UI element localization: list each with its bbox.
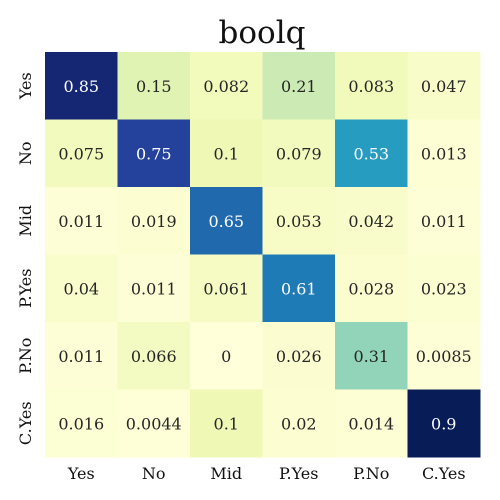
heatmap-cell — [117, 322, 191, 390]
heatmap-cell — [407, 389, 481, 458]
heatmap-cell — [45, 254, 118, 323]
heatmap-cell — [117, 254, 191, 323]
heatmap-cell — [45, 389, 118, 458]
heatmap-cell — [262, 187, 336, 255]
y-tick-label: Yes — [16, 72, 35, 100]
cell-value-label: 0.014 — [348, 414, 394, 433]
cell-value-label: 0.061 — [203, 279, 249, 298]
cell-value-label: 0.083 — [348, 77, 394, 96]
cell-value-label: 0.066 — [131, 347, 177, 366]
y-tick-label: Mid — [16, 205, 35, 237]
heatmap-cell — [190, 187, 263, 255]
heatmap-cell — [407, 119, 481, 188]
cell-value-label: 0.75 — [136, 144, 172, 163]
heatmap-cell — [407, 254, 481, 323]
y-axis-ticks: Yes No Mid P.Yes P.No C.Yes — [16, 72, 35, 445]
cell-value-label: 0.023 — [421, 279, 467, 298]
y-tick-label: P.No — [16, 338, 35, 374]
chart-title: boolq — [219, 15, 306, 51]
cell-value-label: 0.079 — [276, 144, 322, 163]
heatmap-cell — [335, 254, 408, 323]
cell-value-label: 0.011 — [131, 279, 177, 298]
x-tick-label: Yes — [67, 464, 95, 483]
x-tick-label: Mid — [210, 464, 242, 483]
cell-value-label: 0.019 — [131, 212, 177, 231]
heatmap-cell — [45, 119, 118, 188]
x-tick-label: P.Yes — [279, 464, 318, 483]
cell-value-label: 0 — [221, 347, 231, 366]
heatmap-cell — [190, 322, 263, 390]
heatmap-cell — [335, 119, 408, 188]
heatmap-cells: 0.85 0.15 0.082 0.21 0.083 0.047 0.075 0.75 0.1 0… — [45, 52, 481, 458]
cell-value-label: 0.026 — [276, 347, 322, 366]
cell-value-label: 0.61 — [281, 279, 317, 298]
cell-value-label: 0.011 — [58, 212, 104, 231]
cell-value-label: 0.15 — [136, 77, 172, 96]
cell-value-label: 0.02 — [281, 414, 317, 433]
y-tick-label: P.Yes — [16, 269, 35, 308]
cell-value-label: 0.042 — [348, 212, 394, 231]
heatmap-cell — [190, 52, 263, 120]
y-tick-label: C.Yes — [16, 401, 35, 445]
x-tick-label: P.No — [353, 464, 389, 483]
heatmap-cell — [190, 389, 263, 458]
heatmap-cell — [262, 52, 336, 120]
x-tick-label: No — [142, 464, 166, 483]
x-tick-label: C.Yes — [422, 464, 466, 483]
heatmap-cell — [335, 322, 408, 390]
cell-value-label: 0.9 — [431, 414, 456, 433]
heatmap-cell — [45, 52, 118, 120]
cell-value-label: 0.011 — [58, 347, 104, 366]
cell-value-label: 0.1 — [214, 144, 239, 163]
cell-value-label: 0.31 — [353, 347, 389, 366]
heatmap-cell — [335, 389, 408, 458]
heatmap-cell — [335, 52, 408, 120]
heatmap-cell — [117, 52, 191, 120]
cell-value-label: 0.53 — [353, 144, 389, 163]
heatmap-cell — [262, 119, 336, 188]
heatmap-cell — [335, 187, 408, 255]
cell-value-label: 0.65 — [208, 212, 244, 231]
heatmap-cell — [190, 254, 263, 323]
heatmap-cell — [407, 322, 481, 390]
heatmap-cell — [262, 254, 336, 323]
cell-value-label: 0.053 — [276, 212, 322, 231]
cell-value-label: 0.04 — [63, 279, 99, 298]
heatmap-cell — [262, 322, 336, 390]
y-tick-label: No — [16, 141, 35, 165]
cell-value-label: 0.047 — [421, 77, 467, 96]
heatmap-cell — [117, 119, 191, 188]
cell-value-label: 0.075 — [58, 144, 104, 163]
cell-value-label: 0.013 — [421, 144, 467, 163]
heatmap-cell — [45, 187, 118, 255]
cell-value-label: 0.016 — [58, 414, 104, 433]
heatmap-cell — [262, 389, 336, 458]
cell-value-label: 0.011 — [421, 212, 467, 231]
heatmap-cell — [190, 119, 263, 188]
cell-value-label: 0.1 — [214, 414, 239, 433]
heatmap-cell — [45, 322, 118, 390]
cell-value-label: 0.85 — [63, 77, 99, 96]
cell-value-label: 0.082 — [203, 77, 249, 96]
x-axis-ticks: Yes No Mid P.Yes P.No C.Yes — [67, 464, 466, 483]
cell-value-label: 0.0044 — [126, 414, 182, 433]
heatmap-cell — [117, 389, 191, 458]
cell-value-label: 0.028 — [348, 279, 394, 298]
heatmap-cell — [407, 187, 481, 255]
cell-value-label: 0.21 — [281, 77, 317, 96]
cell-value-label: 0.0085 — [416, 347, 472, 366]
heatmap-cell — [407, 52, 481, 120]
heatmap-cell — [117, 187, 191, 255]
